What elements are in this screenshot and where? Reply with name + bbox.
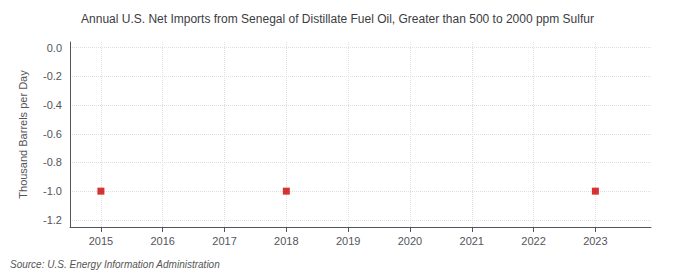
svg-text:Annual U.S. Net Imports from S: Annual U.S. Net Imports from Senegal of …	[81, 12, 594, 26]
svg-text:2017: 2017	[212, 235, 236, 247]
svg-text:2019: 2019	[336, 235, 360, 247]
svg-text:2015: 2015	[89, 235, 113, 247]
svg-text:2018: 2018	[274, 235, 298, 247]
svg-text:-0.4: -0.4	[43, 99, 62, 111]
svg-text:-0.2: -0.2	[43, 70, 62, 82]
svg-text:Source: U.S. Energy Informatio: Source: U.S. Energy Information Administ…	[10, 259, 220, 270]
svg-text:2020: 2020	[398, 235, 422, 247]
svg-text:2022: 2022	[521, 235, 545, 247]
svg-text:-0.8: -0.8	[43, 156, 62, 168]
svg-text:-1.0: -1.0	[43, 185, 62, 197]
svg-text:Thousand Barrels per Day: Thousand Barrels per Day	[17, 70, 29, 199]
svg-text:2016: 2016	[150, 235, 174, 247]
svg-text:2021: 2021	[460, 235, 484, 247]
svg-text:2023: 2023	[583, 235, 607, 247]
svg-text:-1.2: -1.2	[43, 214, 62, 226]
svg-text:0.0: 0.0	[47, 42, 62, 54]
svg-text:-0.6: -0.6	[43, 128, 62, 140]
